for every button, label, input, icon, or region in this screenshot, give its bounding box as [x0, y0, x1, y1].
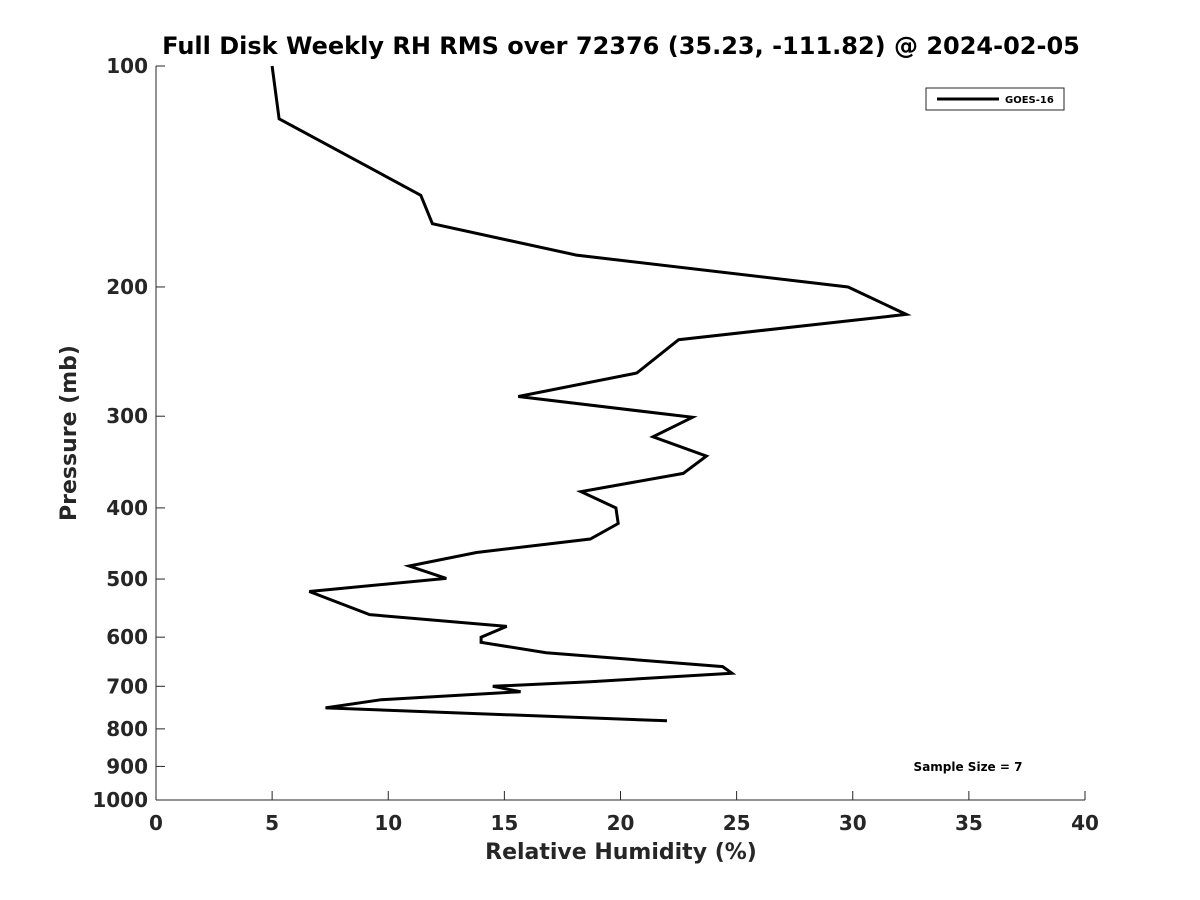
y-axis-label: Pressure (mb) — [57, 345, 82, 521]
chart-title: Full Disk Weekly RH RMS over 72376 (35.2… — [162, 32, 1080, 60]
x-tick-label: 40 — [1071, 811, 1099, 835]
y-tick-label: 300 — [106, 404, 148, 428]
x-tick-label: 30 — [839, 811, 867, 835]
y-tick-label: 100 — [106, 54, 148, 78]
y-tick-label: 700 — [106, 674, 148, 698]
x-tick-label: 25 — [723, 811, 751, 835]
y-tick-label: 900 — [106, 754, 148, 778]
x-tick-label: 15 — [490, 811, 518, 835]
x-tick-label: 5 — [265, 811, 279, 835]
y-tick-label: 1000 — [92, 788, 148, 812]
y-tick-label: 400 — [106, 496, 148, 520]
y-tick-label: 500 — [106, 567, 148, 591]
x-axis-label: Relative Humidity (%) — [485, 840, 757, 865]
x-tick-label: 20 — [607, 811, 635, 835]
y-tick-label: 800 — [106, 717, 148, 741]
y-tick-label: 200 — [106, 275, 148, 299]
y-axis-ticks: 100 200 300 400 500 600 700 800 900 1000 — [92, 54, 165, 812]
x-tick-label: 0 — [149, 811, 163, 835]
x-tick-label: 10 — [374, 811, 402, 835]
series-lines — [270, 65, 912, 723]
sample-size-annotation: Sample Size = 7 — [914, 760, 1023, 774]
legend-label: GOES-16 — [1005, 95, 1054, 106]
series-line-goes-16 — [270, 65, 912, 723]
x-tick-label: 35 — [955, 811, 983, 835]
x-axis-ticks: 0 5 10 15 20 25 30 35 40 — [149, 791, 1099, 835]
legend: GOES-16 — [925, 87, 1065, 111]
y-tick-label: 600 — [106, 625, 148, 649]
